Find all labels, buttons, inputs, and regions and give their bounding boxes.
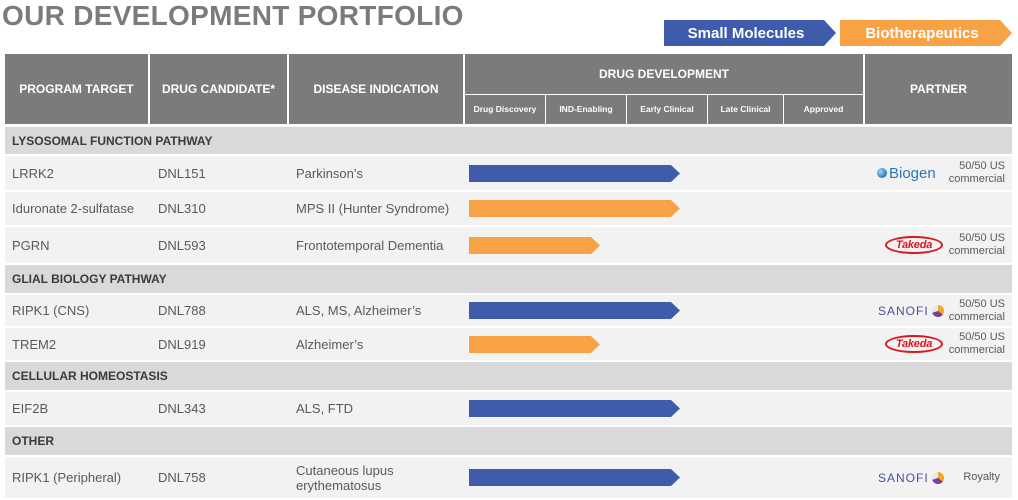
page-title: OUR DEVELOPMENT PORTFOLIO: [2, 0, 464, 31]
biogen-icon: [877, 168, 887, 178]
section-cellular: CELLULAR HOMEOSTASIS: [5, 362, 1012, 390]
development-progress-bar: [469, 400, 680, 417]
table-row: PGRN DNL593 Frontotemporal Dementia Take…: [5, 227, 1012, 263]
table-row: LRRK2 DNL151 Parkinson’s Biogen 50/50 US…: [5, 156, 1012, 190]
header-stage-early-clinical: Early Clinical: [627, 95, 707, 124]
program-target: PGRN: [12, 237, 50, 253]
program-target: TREM2: [12, 336, 57, 352]
sanofi-logo: SANOFI: [878, 295, 944, 326]
header-stage-approved: Approved: [784, 95, 863, 124]
partner-terms: 50/50 US commercial: [948, 331, 1005, 356]
sanofi-bird-icon: [931, 471, 944, 484]
program-target: LRRK2: [12, 165, 54, 181]
header-program-target: PROGRAM TARGET: [5, 54, 148, 124]
development-progress-bar: [469, 336, 600, 353]
header-stage-late-clinical: Late Clinical: [708, 95, 783, 124]
section-lysosomal: LYSOSOMAL FUNCTION PATHWAY: [5, 127, 1012, 154]
drug-candidate: DNL343: [158, 401, 206, 416]
development-progress-bar: [469, 165, 680, 182]
drug-candidate: DNL919: [158, 336, 206, 352]
legend-small-molecules: Small Molecules: [664, 20, 836, 46]
program-target: RIPK1 (Peripheral): [12, 470, 122, 485]
takeda-logo: Takeda: [885, 328, 943, 360]
disease-indication: Frontotemporal Dementia: [296, 237, 444, 253]
section-glial: GLIAL BIOLOGY PATHWAY: [5, 265, 1012, 293]
table-row: RIPK1 (Peripheral) DNL758 Cutaneous lupu…: [5, 457, 1012, 498]
sanofi-bird-icon: [931, 304, 944, 317]
program-target: RIPK1 (CNS): [12, 303, 90, 318]
partner-terms: 50/50 US commercial: [948, 297, 1005, 323]
drug-candidate: DNL310: [158, 201, 206, 216]
table-row: TREM2 DNL919 Alzheimer’s Takeda 50/50 US…: [5, 328, 1012, 360]
header-drug-development: DRUG DEVELOPMENT: [465, 54, 863, 94]
disease-indication: Parkinson’s: [296, 165, 363, 181]
table-row: Iduronate 2-sulfatase DNL310 MPS II (Hun…: [5, 192, 1012, 225]
development-progress-bar: [469, 302, 680, 319]
development-progress-bar: [469, 237, 600, 254]
biogen-logo: Biogen: [877, 156, 936, 190]
partner-terms: 50/50 US commercial: [948, 232, 1005, 257]
header-stage-drug-discovery: Drug Discovery: [465, 95, 545, 124]
table-row: RIPK1 (CNS) DNL788 ALS, MS, Alzheimer’s …: [5, 295, 1012, 326]
table-row: EIF2B DNL343 ALS, FTD: [5, 392, 1012, 425]
drug-candidate: DNL788: [158, 303, 206, 318]
development-progress-bar: [469, 469, 680, 486]
legend-biotherapeutics: Biotherapeutics: [840, 20, 1012, 46]
disease-indication: MPS II (Hunter Syndrome): [296, 201, 450, 216]
header-partner: PARTNER: [865, 54, 1012, 124]
disease-indication: ALS, MS, Alzheimer’s: [296, 303, 422, 318]
partner-terms: 50/50 US commercial: [948, 160, 1005, 185]
header-stage-ind-enabling: IND-Enabling: [546, 95, 626, 124]
takeda-logo: Takeda: [885, 227, 943, 263]
disease-indication: Alzheimer’s: [296, 336, 364, 352]
drug-candidate: DNL593: [158, 237, 206, 253]
sanofi-logo: SANOFI: [878, 457, 944, 498]
drug-candidate: DNL758: [158, 470, 206, 485]
disease-indication: ALS, FTD: [296, 401, 354, 416]
section-other: OTHER: [5, 427, 1012, 455]
partner-terms: Royalty: [963, 471, 1000, 483]
header-disease-indication: DISEASE INDICATION: [289, 54, 463, 124]
program-target: EIF2B: [12, 401, 49, 416]
header-drug-candidate: DRUG CANDIDATE*: [150, 54, 287, 124]
disease-indication: Cutaneous lupus erythematosus: [296, 462, 394, 493]
program-target: Iduronate 2-sulfatase: [12, 201, 135, 216]
development-progress-bar: [469, 200, 680, 217]
drug-candidate: DNL151: [158, 165, 206, 181]
